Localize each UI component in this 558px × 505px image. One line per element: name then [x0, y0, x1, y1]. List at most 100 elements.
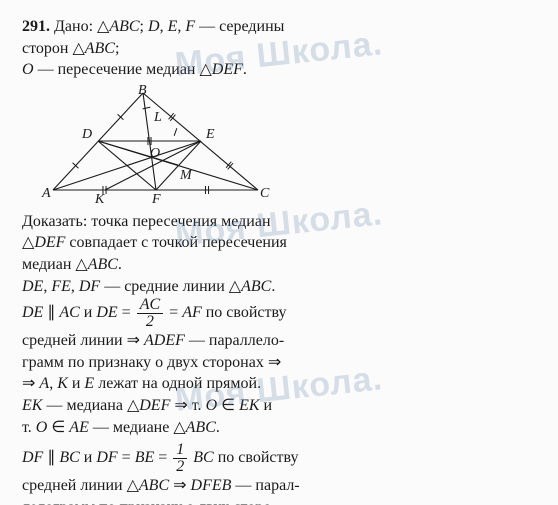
sym: DE [96, 304, 117, 321]
line-8: DE ∥ AC и DE = AC2 = AF по свойству [22, 297, 536, 330]
sym: AE [69, 419, 89, 436]
sym-abc: ABC [186, 419, 216, 436]
text: и [80, 304, 97, 321]
text: ⇒ [169, 477, 190, 494]
svg-text:A: A [41, 186, 51, 201]
sym: AC [59, 304, 79, 321]
sym: ADEF [144, 332, 185, 349]
frac-top: AC [137, 297, 163, 314]
line-1: 291. Дано: △ABC; D, E, F — середины [22, 16, 536, 38]
text: . [271, 278, 275, 295]
sym: A [39, 375, 49, 392]
sym: AF [182, 304, 202, 321]
text: — параллело- [185, 332, 284, 349]
text: △ [22, 234, 34, 251]
text: средней линии ⇒ [22, 332, 144, 349]
svg-text:M: M [179, 168, 193, 183]
sym: DFEB [191, 477, 232, 494]
text: — середины [195, 18, 284, 35]
text: = [165, 304, 182, 321]
sym: O [206, 397, 218, 414]
text: = [118, 304, 135, 321]
line-15: средней линии △ABC ⇒ DFEB — парал- [22, 475, 536, 497]
text: ⇒ т. [170, 397, 205, 414]
text: — парал- [231, 477, 299, 494]
text: ; [115, 40, 119, 57]
text: = [154, 449, 171, 466]
geometry-diagram: ABCDEFKMOL [38, 85, 273, 205]
text: медиан △ [22, 256, 88, 273]
text: лелограмм по признаку о двух сторо- [22, 499, 277, 505]
text: и [260, 397, 273, 414]
line-3: O — пересечение медиан △DEF. [22, 59, 536, 81]
line-9: средней линии ⇒ ADEF — параллело- [22, 330, 536, 352]
text: ∥ [43, 304, 59, 321]
text: ∈ [217, 397, 239, 414]
sym-d: D [148, 18, 160, 35]
svg-text:O: O [150, 146, 160, 161]
text: , [49, 375, 57, 392]
sym-def: DEF [34, 234, 65, 251]
svg-text:K: K [94, 192, 105, 205]
text: Дано: △ [54, 18, 109, 35]
sym-abc: ABC [88, 256, 118, 273]
sym: DF [96, 449, 117, 466]
sym-e: E [168, 18, 178, 35]
sym-abc: ABC [139, 477, 169, 494]
text: Доказать: точка пересечения медиан [22, 213, 271, 230]
sym: DF [22, 449, 43, 466]
text: и [68, 375, 85, 392]
sym: EK [22, 397, 42, 414]
fraction-1-2: 12 [173, 442, 187, 475]
diagram-wrap: ABCDEFKMOL [38, 85, 536, 205]
line-12: EK — медиана △DEF ⇒ т. O ∈ EK и [22, 395, 536, 417]
text: ⇒ [22, 375, 39, 392]
svg-text:F: F [151, 192, 161, 205]
sym-o: O [22, 61, 34, 78]
text: т. [22, 419, 36, 436]
frac-top: 1 [173, 442, 187, 459]
fraction-ac-2: AC2 [137, 297, 163, 330]
text: ∥ [43, 449, 59, 466]
svg-text:C: C [260, 186, 270, 201]
sym: BC [59, 449, 79, 466]
text: , [71, 278, 79, 295]
sym: DE [22, 278, 43, 295]
text: и [80, 449, 97, 466]
line-16: лелограмм по признаку о двух сторо- [22, 497, 536, 505]
text: по свойству [214, 449, 299, 466]
line-5: △DEF совпадает с точкой пересечения [22, 232, 536, 254]
text: по свойству [202, 304, 287, 321]
sym: E [84, 375, 94, 392]
sym: FE [51, 278, 71, 295]
sym-abc: ABC [85, 40, 115, 57]
svg-text:D: D [81, 127, 92, 142]
line-6: медиан △ABC. [22, 254, 536, 276]
sym-def: DEF [212, 61, 243, 78]
sym: DF [79, 278, 100, 295]
frac-bot: 2 [173, 459, 187, 475]
text: — медиана △ [42, 397, 139, 414]
sym: BE [135, 449, 155, 466]
sym: DE [22, 304, 43, 321]
text: = [118, 449, 135, 466]
text: сторон △ [22, 40, 85, 57]
text: ; [140, 18, 148, 35]
line-4: Доказать: точка пересечения медиан [22, 211, 536, 233]
svg-text:B: B [138, 85, 147, 98]
sym-abc: ABC [109, 18, 139, 35]
sym: O [36, 419, 48, 436]
text: — медиане △ [89, 419, 186, 436]
sym: EK [239, 397, 259, 414]
text: лежат на одной прямой. [94, 375, 261, 392]
text: грамм по признаку о двух сторонах ⇒ [22, 354, 281, 371]
text: совпадает с точкой пересечения [65, 234, 287, 251]
text: ∈ [47, 419, 69, 436]
line-10: грамм по признаку о двух сторонах ⇒ [22, 352, 536, 374]
line-2: сторон △ABC; [22, 38, 536, 60]
line-14: DF ∥ BC и DF = BE = 12 BC по свойству [22, 442, 536, 475]
text: — средние линии △ [100, 278, 241, 295]
sym-def: DEF [139, 397, 170, 414]
text: . [243, 61, 247, 78]
sym-abc: ABC [241, 278, 271, 295]
